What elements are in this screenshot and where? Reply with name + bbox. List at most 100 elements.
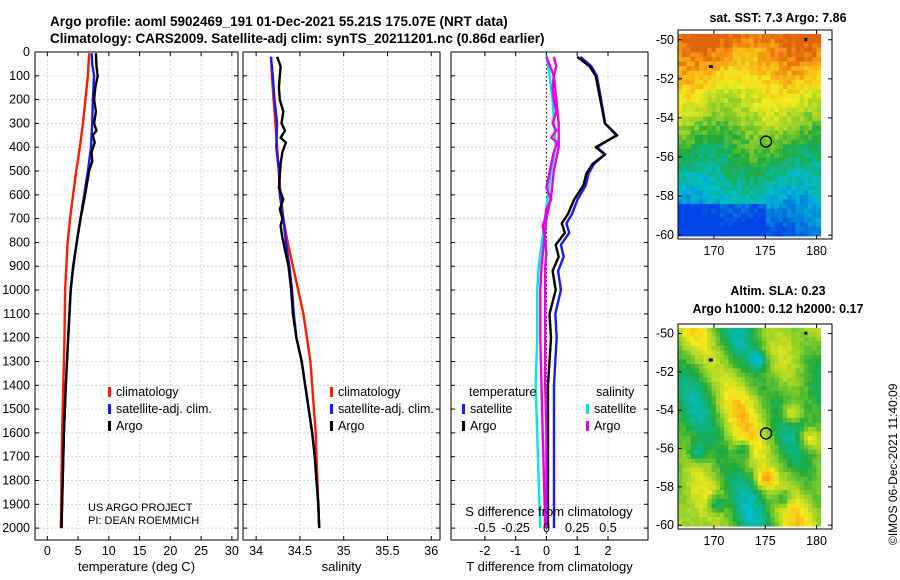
map-cell bbox=[791, 130, 796, 136]
map-cell bbox=[778, 134, 784, 140]
map-cell bbox=[812, 332, 817, 338]
map-cell bbox=[740, 508, 746, 514]
map-cell bbox=[774, 134, 780, 140]
map-cell bbox=[745, 61, 750, 67]
map-cell bbox=[740, 413, 746, 419]
map-cell bbox=[703, 162, 708, 168]
map-cell bbox=[808, 226, 813, 232]
y-tick-label: 700 bbox=[9, 212, 30, 226]
map-cell bbox=[753, 426, 759, 432]
map-cell bbox=[732, 472, 738, 477]
map-cell bbox=[698, 521, 704, 527]
map-cell bbox=[678, 435, 683, 441]
map-cell bbox=[707, 332, 712, 338]
map-cell bbox=[778, 171, 784, 177]
map-cell bbox=[698, 56, 704, 62]
map-cell bbox=[803, 38, 809, 44]
map-cell bbox=[770, 463, 775, 468]
map-cell bbox=[698, 390, 704, 396]
map-cell bbox=[682, 107, 687, 113]
map-cell bbox=[690, 490, 696, 495]
map-cell bbox=[766, 354, 771, 360]
map-cell bbox=[778, 213, 784, 219]
map-cell bbox=[690, 431, 696, 437]
map-cell bbox=[736, 139, 742, 145]
map-cell bbox=[707, 458, 712, 464]
map-cell bbox=[711, 185, 717, 191]
map-cell bbox=[736, 417, 742, 423]
map-cell bbox=[745, 33, 750, 39]
map-cell bbox=[728, 435, 733, 441]
map-cell bbox=[707, 222, 712, 228]
map-cell bbox=[816, 494, 822, 500]
map-cell bbox=[791, 435, 796, 441]
map-cell bbox=[766, 231, 771, 237]
map-cell bbox=[686, 89, 691, 95]
map-cell bbox=[686, 336, 691, 342]
map-cell bbox=[770, 431, 775, 437]
map-cell bbox=[686, 422, 691, 428]
map-cell bbox=[787, 167, 792, 173]
map-cell bbox=[690, 61, 696, 67]
map-cell bbox=[770, 408, 775, 414]
map-cell bbox=[678, 56, 683, 62]
map-cell bbox=[715, 84, 721, 90]
map-axes-box bbox=[677, 323, 833, 530]
map-cell bbox=[816, 171, 822, 177]
map-cell bbox=[686, 167, 691, 173]
map-cell bbox=[694, 112, 700, 118]
map-cell bbox=[791, 449, 796, 455]
map-cell bbox=[753, 472, 759, 477]
map-cell bbox=[728, 395, 733, 401]
map-cell bbox=[761, 458, 767, 464]
map-cell bbox=[757, 33, 763, 39]
map-cell bbox=[808, 449, 813, 455]
legend-temp-satellite-label: satellite bbox=[470, 402, 512, 416]
map-cell bbox=[787, 112, 792, 118]
map-cell bbox=[736, 231, 742, 237]
map-cell bbox=[715, 98, 721, 104]
map-cell bbox=[719, 79, 725, 85]
y-tick-label: 600 bbox=[9, 188, 30, 202]
map-cell bbox=[724, 508, 729, 514]
map-cell bbox=[761, 440, 767, 446]
map-cell bbox=[690, 125, 696, 131]
map-cell bbox=[719, 148, 725, 154]
map-cell bbox=[761, 130, 767, 136]
map-cell bbox=[749, 354, 754, 360]
map-cell bbox=[686, 449, 691, 455]
map-cell bbox=[749, 153, 754, 159]
map-cell bbox=[724, 395, 729, 401]
map-cell bbox=[778, 33, 784, 39]
map-cell bbox=[698, 130, 704, 136]
map-cell bbox=[812, 226, 817, 232]
map-cell bbox=[761, 231, 767, 237]
map-cell bbox=[749, 148, 754, 154]
map-cell bbox=[682, 485, 687, 491]
map-cell bbox=[799, 332, 805, 338]
map-cell bbox=[782, 481, 788, 486]
map-cell bbox=[795, 472, 801, 477]
map-cell bbox=[778, 121, 784, 127]
map-cell bbox=[787, 217, 792, 223]
map-cell bbox=[753, 217, 759, 223]
map-cell bbox=[816, 368, 822, 374]
map-cell bbox=[816, 476, 822, 482]
map-cell bbox=[753, 372, 759, 378]
map-cell bbox=[791, 521, 796, 527]
map-cell bbox=[678, 144, 683, 150]
map-cell bbox=[707, 213, 712, 219]
map-cell bbox=[686, 66, 691, 72]
map-cell bbox=[703, 467, 708, 473]
map-cell bbox=[749, 363, 754, 369]
map-cell bbox=[703, 494, 708, 500]
map-cell bbox=[715, 93, 721, 99]
map-cell bbox=[761, 408, 767, 414]
map-cell bbox=[711, 203, 717, 209]
map-cell bbox=[719, 363, 725, 369]
map-cell bbox=[791, 79, 796, 85]
map-cell bbox=[816, 413, 822, 419]
map-cell bbox=[740, 79, 746, 85]
map-cell bbox=[766, 33, 771, 39]
map-cell bbox=[719, 463, 725, 468]
